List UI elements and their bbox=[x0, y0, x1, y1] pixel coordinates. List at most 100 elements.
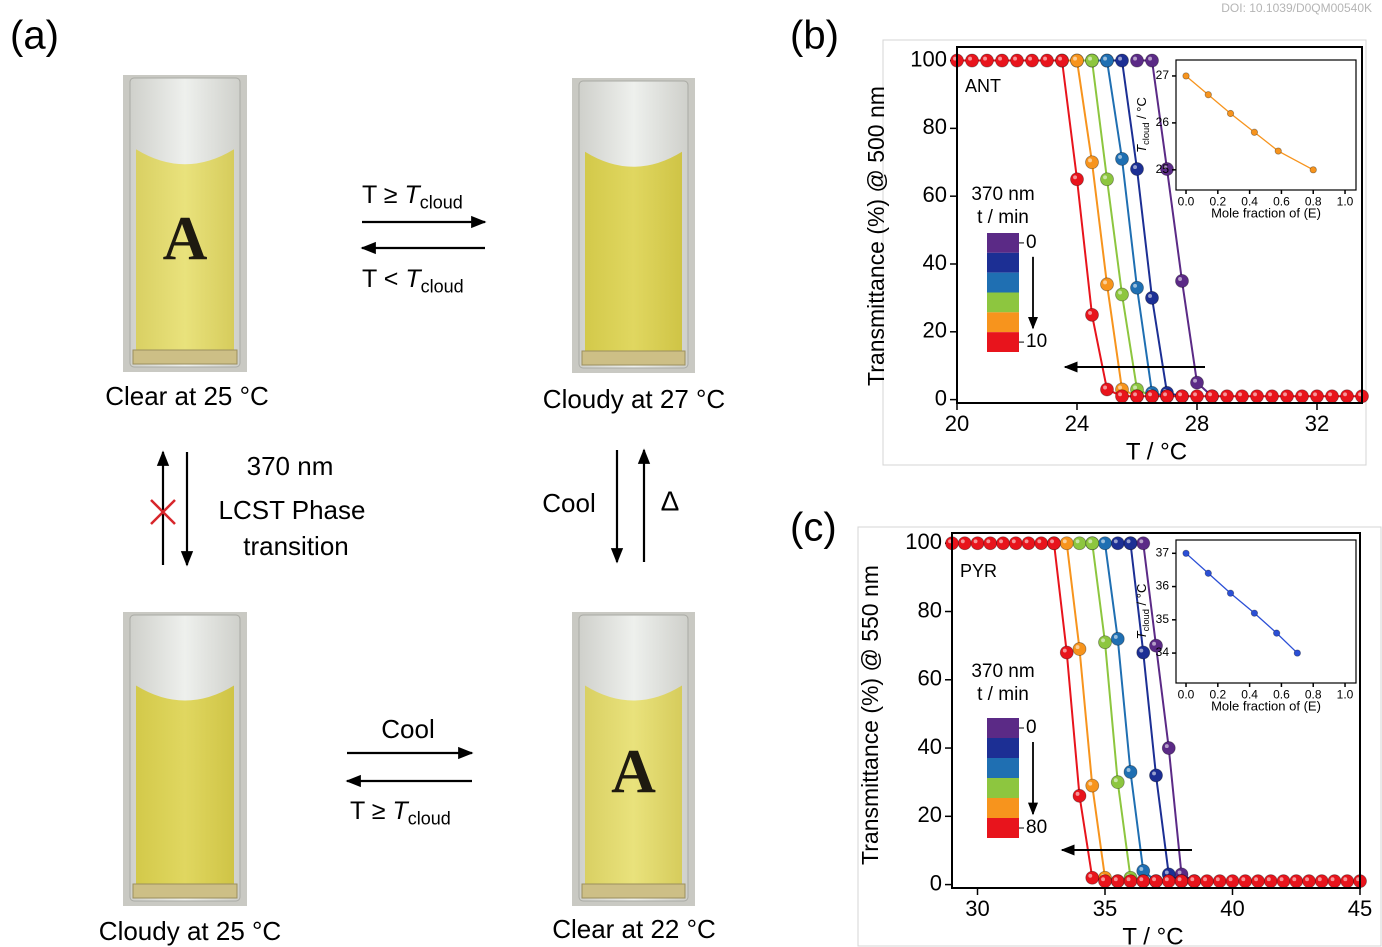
data-point bbox=[1060, 646, 1073, 659]
point-highlight bbox=[983, 57, 987, 61]
condition-label: Δ bbox=[661, 485, 680, 516]
data-point bbox=[1116, 288, 1129, 301]
panel-label: (b) bbox=[790, 14, 839, 58]
condition-label: Cool bbox=[381, 714, 434, 744]
condition-label-prefix: T ≥ bbox=[362, 181, 404, 209]
colorbar-title: t / min bbox=[977, 207, 1029, 228]
point-highlight bbox=[1254, 877, 1258, 881]
x-tick-label: 45 bbox=[1348, 896, 1372, 921]
irradiation-label: transition bbox=[243, 531, 349, 561]
point-highlight bbox=[1114, 877, 1118, 881]
data-point bbox=[1073, 789, 1086, 802]
colorbar-swatch bbox=[987, 778, 1019, 798]
data-point bbox=[981, 54, 994, 67]
y-axis-label-subscript: cloud bbox=[1141, 123, 1151, 145]
condition-label: T ≥ Tcloud bbox=[350, 797, 451, 829]
colorbar-swatch bbox=[987, 312, 1019, 332]
point-highlight bbox=[1152, 771, 1156, 775]
data-point bbox=[1273, 630, 1279, 636]
point-highlight bbox=[1190, 877, 1194, 881]
y-tick-label: 35 bbox=[1156, 612, 1170, 626]
data-point bbox=[1213, 875, 1226, 888]
point-highlight bbox=[1118, 386, 1122, 390]
data-point bbox=[1183, 550, 1189, 556]
point-highlight bbox=[986, 539, 990, 543]
y-axis-label: Transmittance (%) @ 500 nm bbox=[863, 86, 889, 386]
point-highlight bbox=[1076, 792, 1080, 796]
panel-label: (a) bbox=[10, 14, 59, 58]
point-highlight bbox=[1037, 539, 1041, 543]
point-highlight bbox=[1139, 867, 1143, 871]
point-highlight bbox=[1088, 782, 1092, 786]
data-point bbox=[1086, 156, 1099, 169]
data-point bbox=[1227, 110, 1233, 116]
data-point bbox=[1101, 278, 1114, 291]
point-highlight bbox=[1101, 638, 1105, 642]
x-tick-label: 30 bbox=[965, 896, 989, 921]
point-highlight bbox=[1127, 539, 1131, 543]
colorbar-title: 370 nm bbox=[971, 184, 1034, 205]
colorbar-swatch bbox=[987, 273, 1019, 293]
point-highlight bbox=[1073, 175, 1077, 179]
x-axis-label: Mole fraction of (E) bbox=[1211, 205, 1321, 220]
data-point bbox=[1183, 73, 1189, 79]
colorbar-title: 370 nm bbox=[971, 661, 1034, 682]
data-point bbox=[1146, 291, 1159, 304]
data-point bbox=[1041, 54, 1054, 67]
data-point bbox=[1116, 54, 1129, 67]
condition-label: Cool bbox=[542, 488, 595, 518]
data-point bbox=[997, 537, 1010, 550]
cuvette-liquid bbox=[585, 152, 682, 353]
data-point bbox=[1131, 281, 1144, 294]
data-point bbox=[1277, 875, 1290, 888]
x-axis-label: T / °C bbox=[1122, 923, 1183, 947]
data-point bbox=[1101, 383, 1114, 396]
point-highlight bbox=[1223, 392, 1227, 396]
caption: Clear at 22 °C bbox=[552, 914, 716, 944]
data-point bbox=[1341, 875, 1354, 888]
point-highlight bbox=[1283, 392, 1287, 396]
data-point bbox=[1086, 308, 1099, 321]
data-point bbox=[1266, 390, 1279, 403]
irradiation-label: 370 nm bbox=[247, 451, 334, 481]
data-point bbox=[1124, 537, 1137, 550]
data-point bbox=[1303, 875, 1316, 888]
figure: DOI: 10.1039/D0QM00540K (a)AAClear at 25… bbox=[0, 0, 1382, 947]
point-highlight bbox=[1139, 877, 1143, 881]
x-tick-label: 28 bbox=[1185, 411, 1209, 436]
data-point bbox=[1131, 163, 1144, 176]
y-tick-label: 100 bbox=[910, 46, 947, 71]
point-highlight bbox=[1103, 175, 1107, 179]
data-point bbox=[1175, 875, 1188, 888]
point-highlight bbox=[1292, 877, 1296, 881]
data-point bbox=[1146, 390, 1159, 403]
inset-frame bbox=[1176, 60, 1356, 190]
data-point bbox=[1101, 54, 1114, 67]
point-highlight bbox=[1208, 392, 1212, 396]
point-highlight bbox=[1178, 392, 1182, 396]
data-point bbox=[1035, 537, 1048, 550]
point-highlight bbox=[1165, 870, 1169, 874]
x-tick-label: 35 bbox=[1093, 896, 1117, 921]
data-point bbox=[1251, 390, 1264, 403]
colorbar-swatch bbox=[987, 798, 1019, 818]
data-point bbox=[1071, 173, 1084, 186]
y-axis-label-suffix: / °C bbox=[1134, 97, 1149, 122]
point-highlight bbox=[1331, 877, 1335, 881]
point-highlight bbox=[1103, 386, 1107, 390]
x-tick-label: 1.0 bbox=[1337, 195, 1354, 209]
data-point bbox=[1111, 776, 1124, 789]
y-tick-label: 0 bbox=[930, 870, 942, 895]
y-tick-label: 80 bbox=[923, 114, 947, 139]
x-tick-label: 1.0 bbox=[1337, 688, 1354, 702]
data-point bbox=[1150, 769, 1163, 782]
point-highlight bbox=[1076, 645, 1080, 649]
data-point bbox=[1310, 167, 1316, 173]
data-point bbox=[1191, 390, 1204, 403]
point-highlight bbox=[1229, 877, 1233, 881]
point-highlight bbox=[1127, 877, 1131, 881]
data-point bbox=[1239, 875, 1252, 888]
x-tick-label: 20 bbox=[945, 411, 969, 436]
data-point bbox=[1131, 390, 1144, 403]
colorbar-swatch bbox=[987, 253, 1019, 273]
